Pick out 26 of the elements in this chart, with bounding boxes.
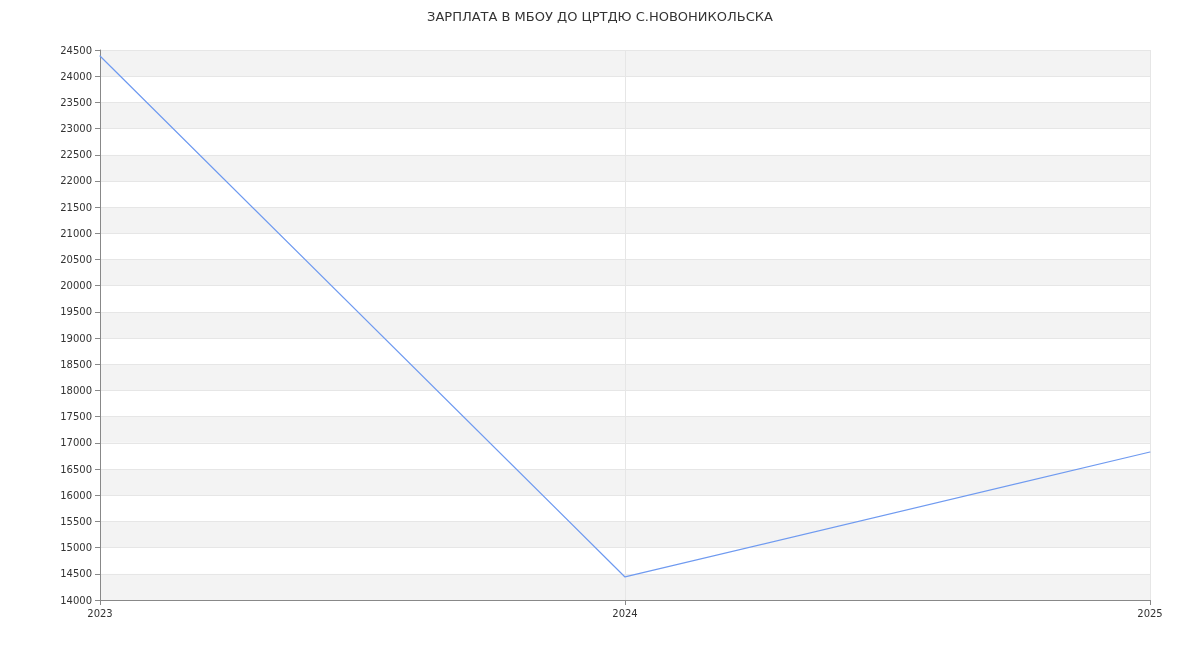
y-tick-label: 20000 xyxy=(60,280,92,292)
y-tick-label: 22500 xyxy=(60,149,92,161)
y-tick-label: 21500 xyxy=(60,201,92,213)
y-tick-label: 15500 xyxy=(60,515,92,527)
y-tick-label: 23000 xyxy=(60,123,92,135)
x-tick-label: 2025 xyxy=(1137,607,1163,619)
y-tick-label: 23500 xyxy=(60,96,92,108)
y-tick-label: 19000 xyxy=(60,332,92,344)
y-tick-label: 22000 xyxy=(60,175,92,187)
y-tick-label: 17500 xyxy=(60,411,92,423)
y-tick-label: 24500 xyxy=(60,44,92,56)
y-tick-label: 21000 xyxy=(60,227,92,239)
x-tick-label: 2024 xyxy=(612,607,638,619)
y-tick-label: 14500 xyxy=(60,568,92,580)
y-tick-label: 16500 xyxy=(60,463,92,475)
y-tick-label: 20500 xyxy=(60,254,92,266)
y-tick-label: 14000 xyxy=(60,594,92,606)
y-tick-label: 15000 xyxy=(60,542,92,554)
y-tick-label: 18500 xyxy=(60,358,92,370)
y-tick-label: 24000 xyxy=(60,70,92,82)
y-tick-label: 16000 xyxy=(60,489,92,501)
y-tick-label: 17000 xyxy=(60,437,92,449)
x-tick-label: 2023 xyxy=(87,607,113,619)
y-tick-label: 19500 xyxy=(60,306,92,318)
chart-title: ЗАРПЛАТА В МБОУ ДО ЦРТДЮ С.НОВОНИКОЛЬСКА xyxy=(427,9,774,24)
y-tick-label: 18000 xyxy=(60,384,92,396)
